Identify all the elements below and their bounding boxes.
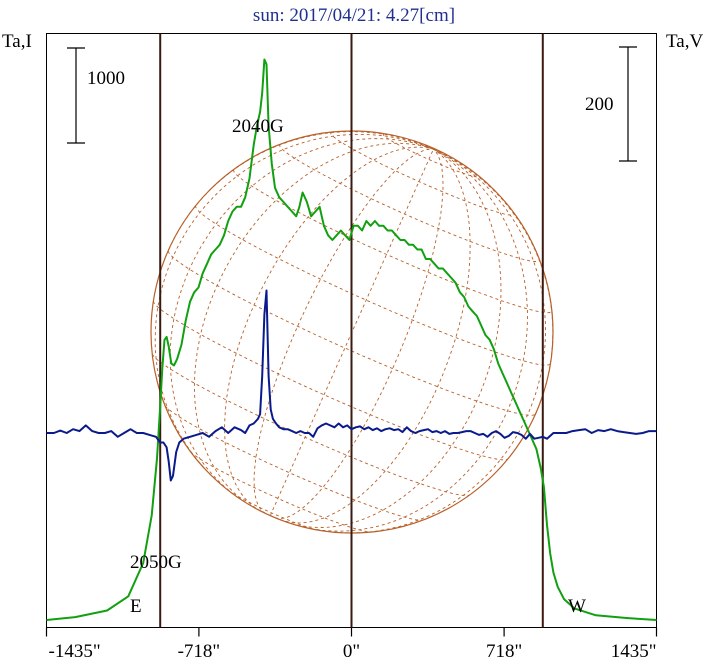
solar-disk-grid [150, 130, 554, 534]
annotation-2050g: 2050G [130, 552, 182, 573]
latitude-line [164, 405, 423, 521]
x-tick-label: -1435" [49, 641, 101, 662]
scale-bar-left-label: 1000 [87, 68, 125, 89]
longitude-line [269, 148, 434, 516]
series-polarization-line [46, 289, 657, 482]
x-axis-ticks: -1435" -718" 0" 718" 1435" [45, 627, 658, 662]
longitude-line [154, 133, 434, 477]
annotation-2040g: 2040G [232, 116, 284, 137]
left-axis-label: Ta,I [2, 31, 32, 52]
latitude-line [233, 169, 553, 314]
latitude-line [151, 353, 470, 497]
scale-bars [67, 46, 637, 162]
longitude-line [290, 148, 502, 528]
limb-marker-west: W [568, 596, 586, 617]
vertical-reference-lines [159, 33, 544, 628]
chart-title: sun: 2017/04/21: 4.27[cm] [253, 5, 455, 26]
series-intensity-line [46, 58, 657, 621]
longitude-line [304, 148, 528, 532]
right-axis-label: Ta,V [666, 31, 703, 52]
latitude-line [152, 300, 508, 461]
longitude-line [194, 142, 434, 506]
latitude-line [167, 250, 536, 416]
longitude-line [224, 146, 434, 512]
longitude-line [169, 138, 434, 499]
scale-bar-right-label: 200 [585, 94, 614, 115]
x-tick-label: -718" [178, 641, 221, 662]
latitude-line [190, 451, 372, 533]
latitude-line [330, 131, 515, 216]
data-series [46, 58, 657, 621]
latitude-line [382, 133, 479, 178]
x-tick-label: 718" [486, 641, 522, 662]
x-tick-label: 1435" [611, 641, 657, 662]
longitude-line [338, 148, 546, 534]
latitude-line [279, 143, 540, 262]
longitude-line [275, 148, 444, 519]
longitude-line [279, 148, 471, 524]
limb-marker-east: E [130, 596, 142, 617]
latitude-line [195, 205, 551, 366]
longitude-line [253, 148, 434, 514]
latitude-line [227, 489, 317, 531]
x-tick-label: 0" [343, 641, 360, 662]
